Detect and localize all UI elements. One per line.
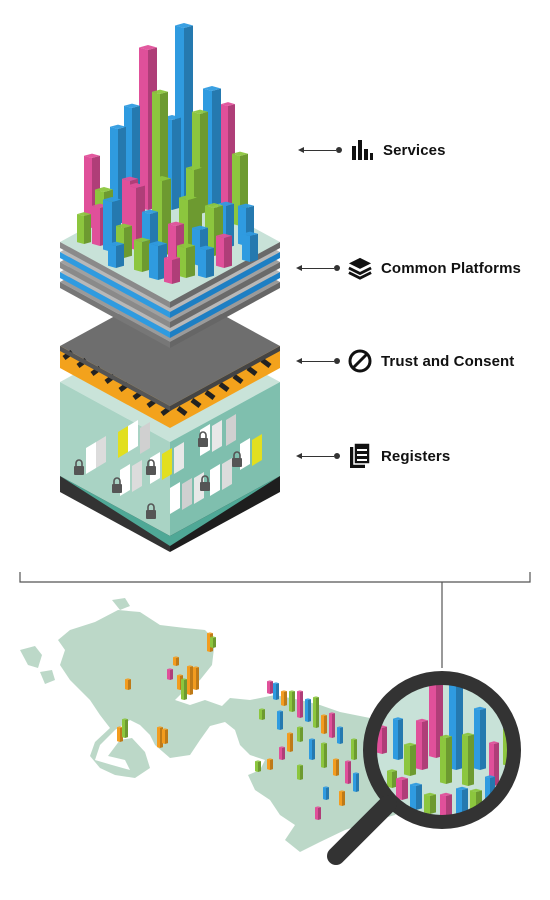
lens-bar	[404, 742, 416, 776]
map-bar	[353, 772, 359, 792]
city-bar	[242, 231, 258, 262]
city-bar	[108, 241, 124, 268]
city-bar	[216, 233, 232, 268]
city-bar	[149, 241, 167, 280]
lens-bar	[440, 792, 452, 818]
label-trust-consent: Trust and Consent	[296, 349, 514, 373]
map-bars	[117, 632, 359, 820]
map-bar	[321, 742, 327, 768]
lens-bar	[462, 732, 474, 786]
lens-bar	[410, 782, 422, 810]
label-text: Registers	[381, 447, 451, 465]
map-bar	[305, 698, 311, 722]
label-text: Common Platforms	[381, 259, 521, 277]
map-bar	[345, 760, 351, 784]
label-services: Services	[298, 138, 446, 162]
map-bar	[351, 738, 357, 760]
map-bar	[181, 678, 187, 700]
map-bar	[337, 726, 343, 744]
label-registers: Registers	[296, 443, 451, 468]
lens-bar	[387, 769, 397, 788]
label-text: Trust and Consent	[381, 352, 515, 370]
city-bar	[77, 212, 91, 244]
map-bar	[279, 746, 285, 760]
padlock-icons	[74, 431, 242, 519]
map-bar	[281, 690, 287, 706]
map-bar	[321, 714, 327, 734]
map-bar	[289, 690, 295, 712]
map-bar	[255, 760, 261, 772]
city-bar	[134, 237, 150, 272]
lens-bar	[489, 741, 499, 786]
map-bar	[323, 786, 329, 800]
lens-bar	[456, 786, 468, 816]
lens-bar	[416, 718, 428, 770]
services-city	[77, 23, 258, 284]
map-bar	[309, 738, 315, 760]
lens-bar	[429, 680, 443, 758]
map-bar	[259, 708, 265, 720]
prohibited-circle-icon	[348, 349, 372, 373]
map-bar	[125, 678, 131, 690]
city-bar	[198, 245, 214, 278]
map-bar	[313, 696, 319, 728]
map-bar	[187, 665, 193, 695]
map-bar	[267, 758, 273, 770]
bar-chart-icon	[350, 138, 374, 162]
bracket-divider	[19, 572, 531, 668]
city-bar	[164, 255, 180, 284]
pointer-arrow	[296, 265, 340, 271]
map-bar	[273, 682, 279, 700]
map-bar	[287, 732, 293, 752]
map-bar	[297, 764, 303, 780]
pointer-arrow	[296, 453, 340, 459]
map-bar	[277, 710, 283, 730]
lens-bar	[396, 776, 408, 800]
map-bar	[193, 666, 199, 690]
map-bar	[167, 668, 173, 680]
pointer-arrow	[298, 147, 342, 153]
map-bar	[339, 790, 345, 806]
map-bar	[162, 728, 168, 744]
lens-bar	[440, 734, 452, 784]
lens-bar	[474, 706, 486, 770]
map-bar	[173, 656, 179, 666]
lens-bar	[393, 717, 403, 760]
lens-bar	[424, 792, 436, 814]
map-bar	[122, 718, 128, 738]
label-text: Services	[383, 141, 446, 159]
map-bar	[315, 806, 321, 820]
map-bar	[297, 690, 303, 718]
map-bar	[297, 726, 303, 742]
uk-map	[20, 598, 410, 852]
pointer-arrow	[296, 358, 340, 364]
document-icon	[348, 443, 372, 468]
stacked-layers-icon	[348, 256, 372, 280]
map-bar	[329, 712, 335, 738]
map-bar	[267, 680, 273, 694]
map-bar	[333, 758, 339, 776]
map-bar	[210, 636, 216, 648]
label-common-platforms: Common Platforms	[296, 256, 521, 280]
